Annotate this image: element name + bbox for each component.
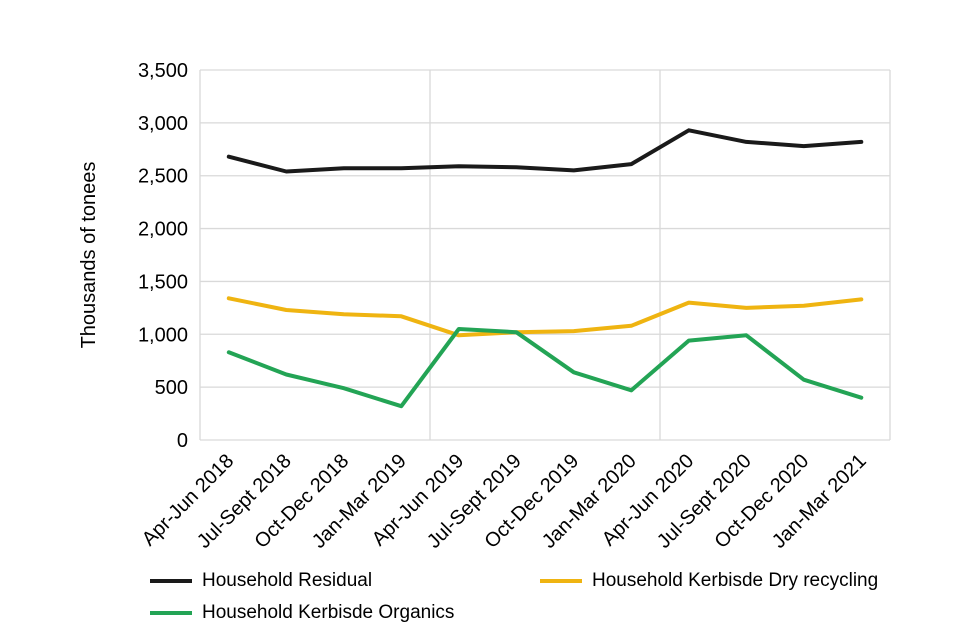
legend-item-organics: Household Kerbisde Organics	[150, 602, 540, 624]
legend-swatch-dry-recycling	[540, 579, 582, 583]
y-tick-label: 2,500	[138, 166, 188, 188]
chart-plot-area: 0 500 1,000 1,500 2,000 2,500 3,000 3,500 Thousa…	[78, 60, 891, 553]
legend-item-dry-recycling: Household Kerbisde Dry recycling	[540, 570, 940, 592]
y-axis-title: Thousands of tonees	[78, 162, 100, 349]
series-line-2	[226, 327, 864, 409]
y-tick-label: 3,500	[138, 60, 188, 82]
series-line-1	[226, 296, 864, 338]
series-line-0	[226, 128, 864, 174]
y-tick-label: 3,000	[138, 113, 188, 135]
legend-label-organics: Household Kerbisde Organics	[202, 602, 455, 623]
y-tick-label: 500	[155, 377, 188, 399]
y-tick-label: 1,500	[138, 271, 188, 293]
legend-item-residual: Household Residual	[150, 570, 540, 592]
y-tick-label: 1,000	[138, 324, 188, 346]
legend-label-dry-recycling: Household Kerbisde Dry recycling	[592, 570, 879, 591]
y-tick-label: 2,000	[138, 219, 188, 241]
chart-legend: Household Residual Household Kerbisde Dr…	[150, 570, 940, 624]
legend-swatch-organics	[150, 611, 192, 615]
legend-label-residual: Household Residual	[202, 570, 373, 591]
y-tick-label: 0	[177, 430, 188, 452]
legend-swatch-residual	[150, 579, 192, 583]
